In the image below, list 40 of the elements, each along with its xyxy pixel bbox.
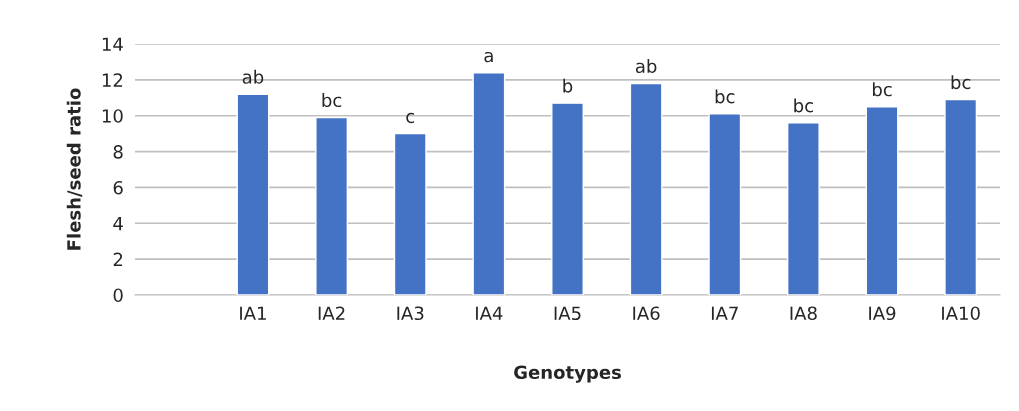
- y-tick-label: 14: [102, 37, 123, 51]
- y-tick-label: 6: [113, 180, 123, 195]
- y-tick-label: 0: [113, 288, 123, 303]
- data-label: bc: [872, 82, 892, 97]
- x-tick-label: IA6: [633, 306, 660, 321]
- y-tick-label: 2: [113, 252, 123, 266]
- data-label: bc: [794, 98, 813, 113]
- y-tick-label: 4: [113, 216, 123, 231]
- x-axis-title: Genotypes: [514, 365, 621, 383]
- data-label: b: [563, 78, 573, 93]
- x-tick-label: IA4: [476, 306, 503, 320]
- bar: [472, 71, 506, 295]
- data-label: ab: [242, 69, 264, 84]
- x-tick-label: IA2: [318, 306, 345, 320]
- y-axis-title: Flesh/seed ratio: [66, 88, 83, 250]
- bar: [393, 132, 427, 295]
- x-tick-label: IA5: [554, 306, 581, 321]
- bar: [315, 116, 349, 295]
- data-label: a: [484, 51, 493, 63]
- data-label: bc: [322, 93, 342, 108]
- y-tick-label: 10: [102, 109, 123, 123]
- bar: [944, 98, 978, 295]
- bar: [786, 122, 820, 295]
- y-tick-label: 8: [113, 145, 123, 159]
- bar: [865, 106, 899, 295]
- data-label: bc: [715, 89, 735, 104]
- x-tick-label: IA10: [942, 306, 980, 321]
- bar: [236, 93, 270, 295]
- bar: [551, 102, 584, 295]
- bar: [629, 82, 663, 295]
- x-tick-label: IA1: [240, 306, 266, 320]
- data-label: bc: [951, 75, 971, 90]
- x-tick-label: IA8: [790, 306, 817, 321]
- data-label: ab: [635, 59, 657, 73]
- x-tick-label: IA3: [397, 306, 424, 321]
- data-label: c: [406, 112, 415, 124]
- x-tick-label: IA9: [869, 306, 896, 321]
- y-tick-label: 12: [102, 73, 123, 87]
- bar: [708, 113, 742, 295]
- x-tick-label: IA7: [711, 306, 738, 320]
